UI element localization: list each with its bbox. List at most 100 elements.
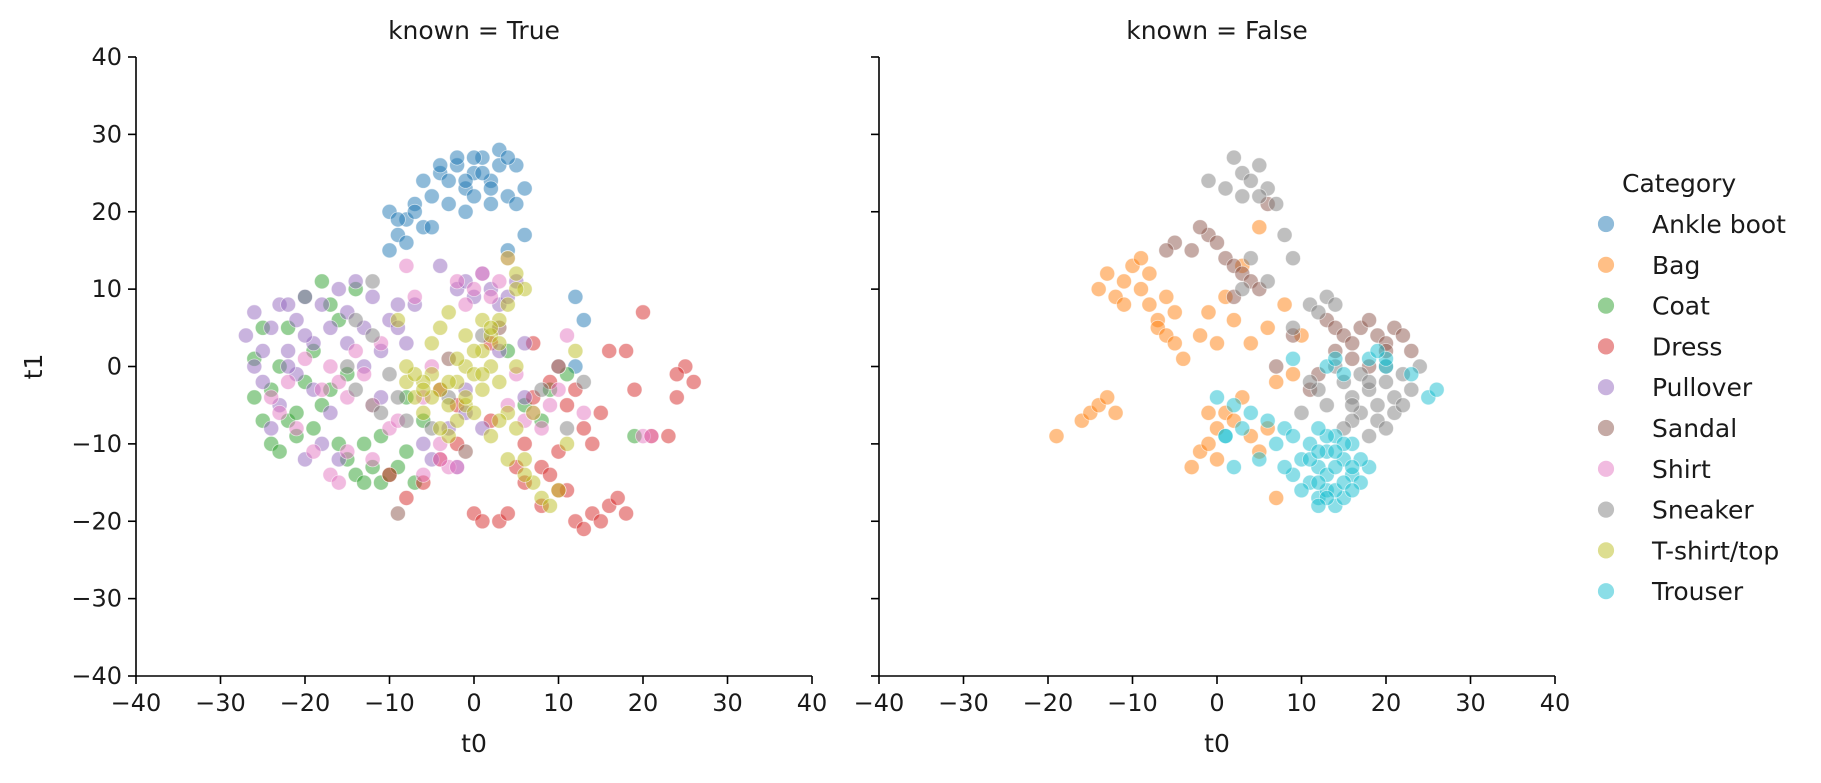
point-t-shirt-top <box>559 435 575 452</box>
point-bag <box>1285 366 1301 383</box>
point-ankle-boot <box>415 172 432 189</box>
point-shirt <box>364 451 381 468</box>
point-t-shirt-top <box>567 343 584 359</box>
point-t-shirt-top <box>542 497 558 514</box>
point-t-shirt-top <box>457 389 474 406</box>
point-coat <box>271 443 288 460</box>
point-t-shirt-top <box>415 381 432 398</box>
point-pullover <box>432 257 449 274</box>
point-trouser <box>1217 428 1234 445</box>
point-dress <box>499 505 516 522</box>
x-axis-label: t0 <box>461 729 487 758</box>
point-shirt <box>356 366 373 383</box>
point-dress <box>660 428 677 445</box>
point-t-shirt-top <box>449 350 466 367</box>
point-pullover <box>389 296 406 313</box>
point-shirt <box>432 451 449 468</box>
point-shirt <box>466 281 482 298</box>
point-shirt <box>398 257 415 274</box>
point-shirt <box>330 374 347 390</box>
point-sneaker <box>1302 374 1318 390</box>
point-pullover <box>246 304 263 321</box>
x-tick-label: 40 <box>1540 689 1571 717</box>
point-t-shirt-top <box>499 451 516 468</box>
x-tick-label: −30 <box>195 689 246 717</box>
point-t-shirt-top <box>482 319 499 336</box>
point-ankle-boot <box>457 203 474 220</box>
point-sandal <box>1183 242 1200 259</box>
point-trouser <box>1310 420 1327 437</box>
point-ankle-boot <box>449 149 466 166</box>
point-t-shirt-top <box>508 420 525 437</box>
x-tick-label: 30 <box>1455 689 1486 717</box>
point-t-shirt-top <box>457 327 474 344</box>
point-ankle-boot <box>575 312 592 329</box>
point-dress <box>685 374 702 390</box>
point-trouser <box>1344 459 1361 476</box>
x-tick-label: 0 <box>1209 689 1224 717</box>
point-dress <box>592 513 609 530</box>
point-trouser <box>1234 420 1251 437</box>
point-trouser <box>1369 343 1386 359</box>
point-shirt <box>305 443 322 460</box>
point-trouser <box>1226 397 1242 414</box>
point-t-shirt-top <box>499 296 516 313</box>
x-tick-label: 10 <box>543 689 574 717</box>
point-dress <box>542 466 558 483</box>
point-shirt <box>263 389 280 406</box>
point-shirt <box>406 288 423 305</box>
point-sneaker <box>559 420 575 437</box>
point-ankle-boot <box>466 188 482 205</box>
point-shirt <box>313 381 330 398</box>
point-sneaker <box>550 358 567 375</box>
point-t-shirt-top <box>516 466 533 483</box>
point-sneaker <box>1344 397 1361 414</box>
point-trouser <box>1226 459 1242 476</box>
point-pullover <box>322 319 339 336</box>
point-t-shirt-top <box>432 420 449 437</box>
legend-marker-coat <box>1597 296 1615 315</box>
point-ankle-boot <box>406 203 423 220</box>
point-sneaker <box>1234 281 1251 298</box>
point-trouser <box>1310 497 1327 514</box>
y-tick-label: 0 <box>107 353 122 381</box>
point-sneaker <box>1234 188 1251 205</box>
point-shirt <box>457 296 474 313</box>
point-dress <box>575 521 592 537</box>
legend-label-t-shirt-top: T-shirt/top <box>1651 536 1779 565</box>
point-ankle-boot <box>389 211 406 228</box>
point-t-shirt-top <box>482 428 499 445</box>
y-tick-label: −40 <box>71 662 122 690</box>
point-sneaker <box>575 374 592 390</box>
point-dress <box>516 435 533 452</box>
point-pullover <box>297 327 313 344</box>
point-trouser <box>1209 389 1225 406</box>
point-dress <box>668 389 685 406</box>
point-bag <box>1116 273 1132 290</box>
legend-label-bag: Bag <box>1652 251 1700 280</box>
x-tick-label: 40 <box>797 689 828 717</box>
point-coat <box>356 474 373 491</box>
point-sandal <box>1361 312 1377 329</box>
legend-marker-bag <box>1597 255 1615 274</box>
point-sneaker <box>1403 381 1420 398</box>
point-bag <box>1107 404 1124 421</box>
point-t-shirt-top <box>432 319 449 336</box>
point-dress <box>398 490 415 506</box>
point-bag <box>1242 335 1259 352</box>
legend-marker-sandal <box>1597 419 1615 437</box>
point-trouser <box>1335 366 1352 383</box>
panel-title: known = False <box>1126 16 1308 45</box>
point-shirt <box>474 265 491 282</box>
legend-marker-sneaker <box>1597 500 1615 519</box>
point-ankle-boot <box>466 149 482 166</box>
y-tick-label: 40 <box>91 43 122 71</box>
point-sneaker <box>1217 180 1234 197</box>
point-pullover <box>516 389 533 406</box>
point-shirt <box>271 404 288 421</box>
point-sandal <box>389 505 406 522</box>
point-t-shirt-top <box>491 374 508 390</box>
legend-marker-t-shirt-top <box>1597 541 1615 560</box>
point-bag <box>1209 451 1225 468</box>
